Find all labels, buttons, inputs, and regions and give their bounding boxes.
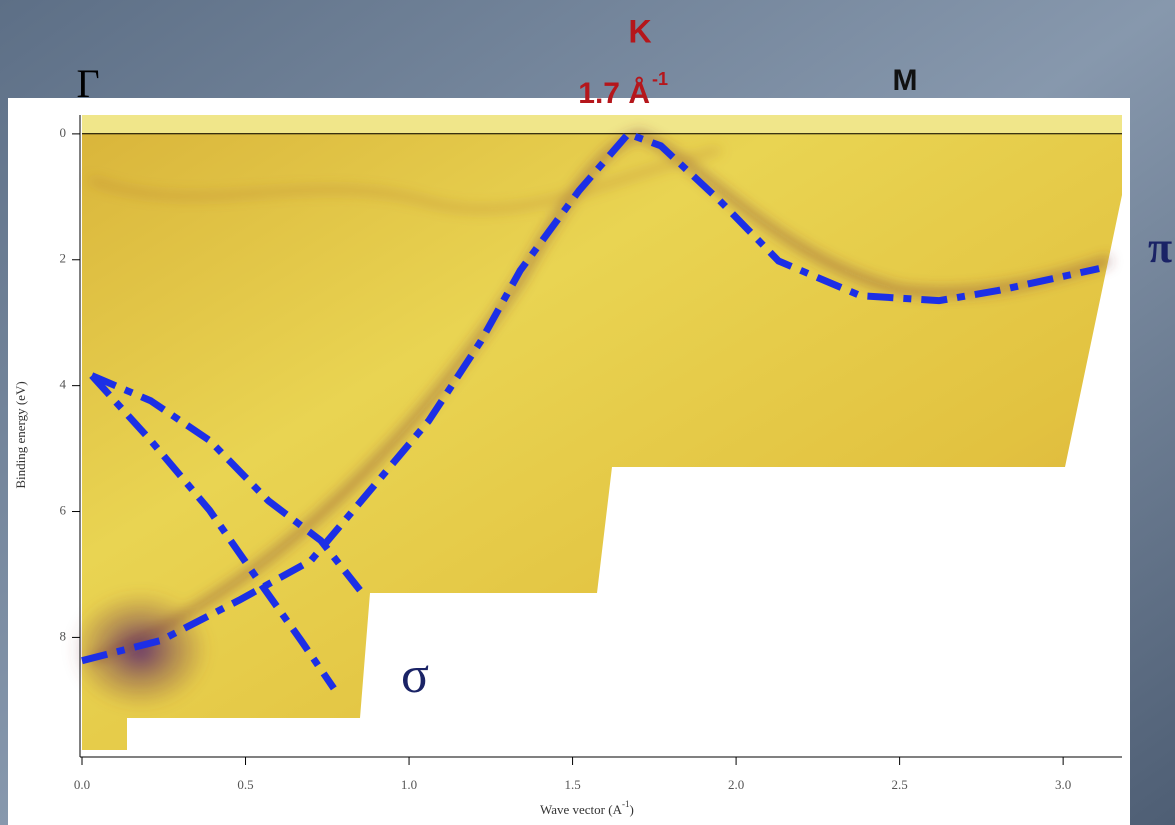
x-axis-label-part: Wave vector (A <box>540 802 623 817</box>
y-tick-label: 2 <box>60 251 67 266</box>
x-tick-label: 1.5 <box>564 777 580 792</box>
band-line <box>81 130 1100 665</box>
x-tick-label: 2.0 <box>728 777 744 792</box>
sigma-label: σ <box>401 647 429 704</box>
band-line <box>90 372 363 593</box>
band-shadow <box>88 147 721 213</box>
gamma-label: Γ <box>76 61 99 106</box>
y-tick-label: 0 <box>60 125 67 140</box>
y-tick-label: 6 <box>60 503 67 518</box>
k-value: 1.7 Å <box>578 77 650 110</box>
x-tick-label: 0.0 <box>74 777 90 792</box>
x-tick-label: 1.0 <box>401 777 417 792</box>
y-tick-label: 4 <box>60 377 67 392</box>
band-line <box>89 373 337 691</box>
y-tick-label: 8 <box>60 628 67 643</box>
k-label: K <box>628 13 651 49</box>
x-tick-label: 3.0 <box>1055 777 1071 792</box>
x-tick-label: 0.5 <box>237 777 253 792</box>
y-axis-label: Binding energy (eV) <box>13 381 28 488</box>
pi-label: π <box>1148 223 1172 272</box>
x-axis-label-part: ) <box>629 802 633 817</box>
intensity-top-strip <box>82 115 1122 133</box>
m-label: M <box>893 64 918 97</box>
x-axis-label: Wave vector (A-1) <box>540 799 634 817</box>
k-value-superscript: -1 <box>652 69 668 89</box>
x-axis-label-superscript: -1 <box>622 799 630 809</box>
x-tick-label: 2.5 <box>891 777 907 792</box>
